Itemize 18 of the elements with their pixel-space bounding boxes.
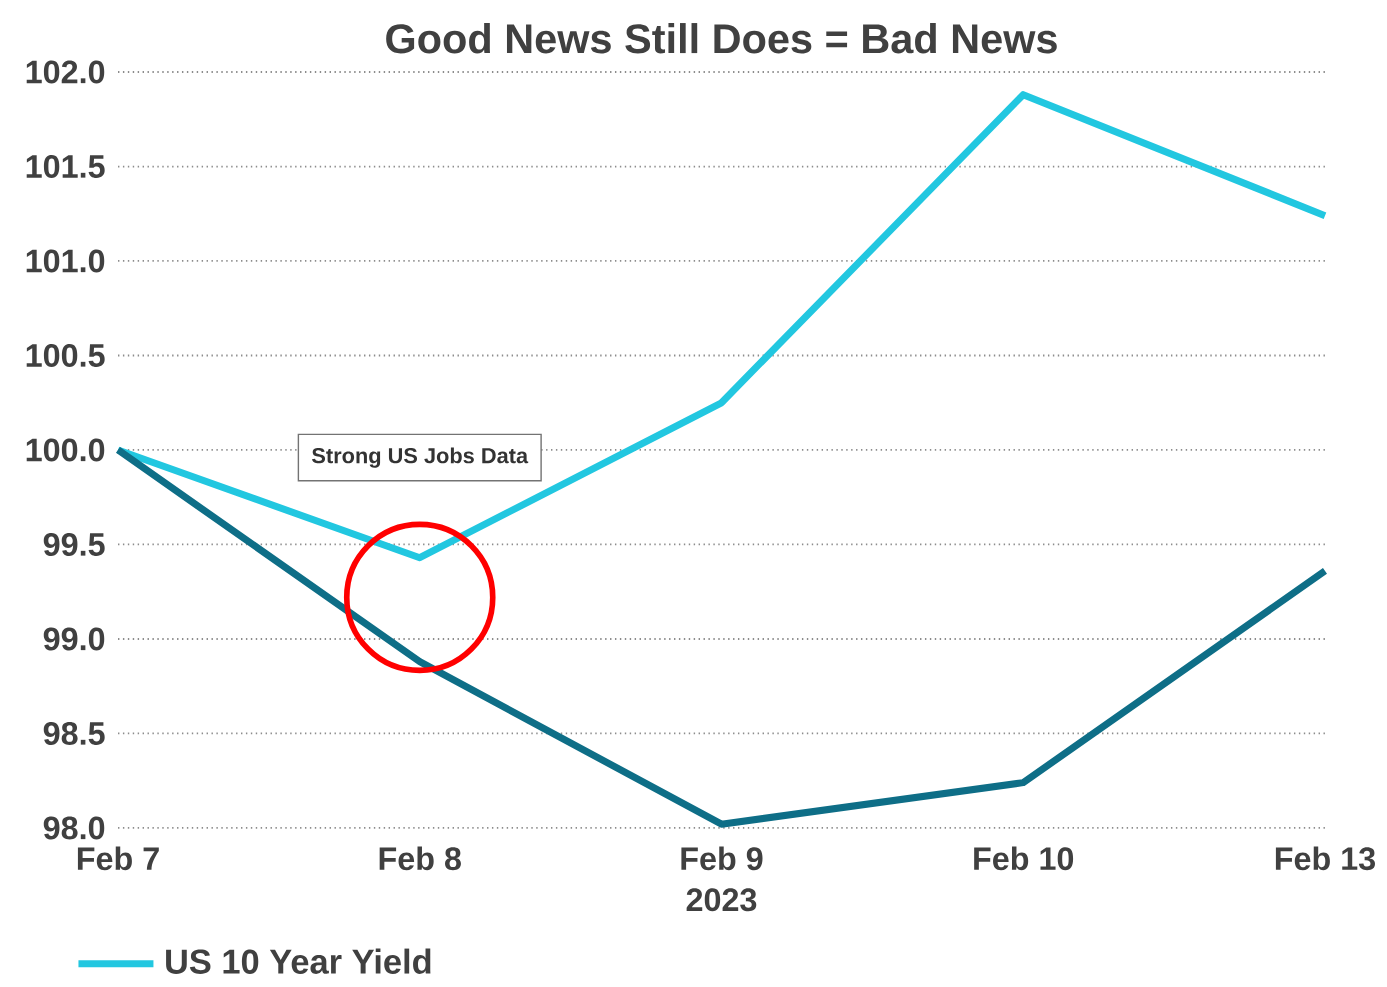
legend-label: US 10 Year Yield — [166, 948, 431, 974]
chart-title: Good News Still Does = Bad News — [386, 23, 1057, 54]
x-tick-label: Feb 7 — [77, 846, 159, 871]
x-axis-title: 2023 — [686, 888, 757, 912]
annotation: Strong US Jobs Data — [311, 447, 529, 468]
y-tick-label: 100.5 — [26, 344, 105, 367]
y-tick-label: 101.5 — [26, 155, 105, 178]
y-tick-label: 99.0 — [43, 627, 105, 651]
y-tick-label: 98.5 — [43, 722, 105, 745]
y-tick-label: 101.0 — [26, 249, 105, 273]
x-tick-label: Feb 8 — [379, 846, 461, 871]
x-tick-label: Feb 13 — [1275, 846, 1375, 871]
x-tick-label: Feb 10 — [974, 846, 1074, 871]
y-tick-label: 99.5 — [43, 533, 105, 556]
y-tick-label: 102.0 — [26, 60, 105, 84]
y-tick-label: 100.0 — [26, 438, 105, 462]
x-tick-label: Feb 9 — [681, 846, 763, 871]
y-tick-label: 98.0 — [43, 816, 105, 840]
